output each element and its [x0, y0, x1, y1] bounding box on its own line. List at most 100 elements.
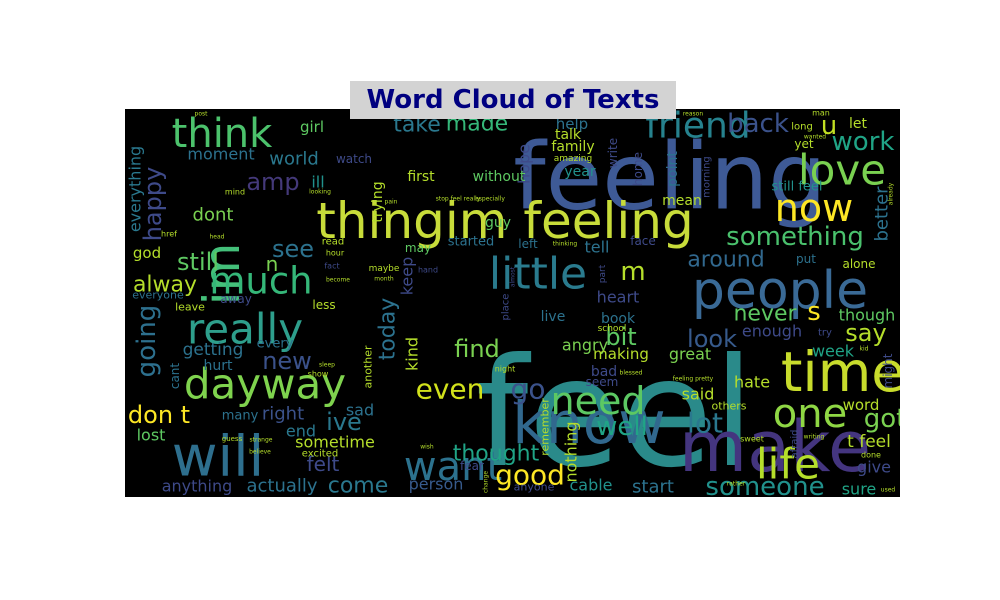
word-said: said: [682, 385, 715, 404]
word-know: know: [512, 389, 665, 457]
word-yet: yet: [794, 137, 813, 151]
word-first: first: [407, 169, 435, 185]
word-never: never: [733, 302, 797, 327]
word-felt: felt: [307, 452, 340, 476]
word-sad: sad: [346, 401, 374, 420]
word-today: today: [376, 298, 401, 361]
word-will: will: [172, 425, 264, 490]
word-life: life: [756, 440, 820, 489]
word-im: im: [193, 243, 251, 306]
word-let: let: [849, 116, 868, 132]
word-love: love: [798, 146, 886, 195]
word-back: back: [727, 109, 789, 139]
word-show: show: [308, 370, 329, 379]
word-keep: keep: [398, 257, 417, 296]
word-stop-feel-really: stop feel really: [436, 196, 481, 203]
word-want: want: [404, 444, 502, 490]
word-hope: hope: [515, 144, 534, 184]
word-ive: ive: [326, 408, 362, 436]
word-face: face: [630, 234, 656, 248]
word-especially: especially: [475, 196, 505, 203]
word-even: even: [416, 373, 485, 406]
word-part: part: [598, 264, 608, 283]
word-anything: anything: [162, 477, 233, 496]
word-sure: sure: [842, 480, 877, 498]
word-others: others: [711, 400, 746, 413]
word-girl: girl: [300, 118, 324, 136]
word-m: m: [620, 257, 645, 287]
word-fact: fact: [324, 262, 339, 271]
word-family: family: [551, 139, 594, 155]
word-try: try: [818, 328, 832, 339]
word-amp: amp: [246, 168, 299, 196]
word-month: month: [374, 276, 394, 283]
word-many: many: [222, 409, 259, 424]
word-one: one: [773, 391, 847, 437]
word-seem: seem: [586, 375, 619, 389]
word-alway: alway: [133, 273, 197, 298]
word-actually: actually: [246, 476, 317, 497]
word-cloud-panel: feel feeling make im know time will thingim fee…: [125, 109, 900, 497]
word-making: making: [593, 345, 649, 363]
word-better: better: [872, 186, 893, 242]
word-everyone: everyone: [132, 289, 184, 302]
word-place: place: [501, 294, 512, 321]
word-cloud: feel feeling make im know time will thingim fee…: [126, 109, 901, 498]
word-left: left: [518, 237, 538, 251]
word-excited: excited: [302, 449, 338, 460]
word-man: man: [812, 109, 830, 118]
word-enough: enough: [742, 322, 802, 341]
word-without: without: [473, 169, 526, 185]
word-find: find: [454, 335, 500, 363]
word-tell: tell: [584, 238, 609, 257]
word-long: long: [791, 122, 813, 133]
word-god: god: [133, 244, 161, 262]
word-go: go: [511, 373, 546, 406]
word-hurt: hurt: [204, 358, 234, 374]
word-lot: lot: [687, 407, 723, 440]
word-home: home: [631, 152, 645, 186]
word-getting: getting: [183, 340, 244, 360]
word-become: become: [326, 277, 350, 284]
word-make: make: [679, 406, 871, 488]
word-kid: kid: [860, 346, 869, 353]
word-going: going: [132, 305, 162, 378]
word-almost: almost: [510, 266, 517, 287]
word-sweet: sweet: [740, 435, 764, 444]
word-much: much: [209, 260, 312, 303]
word-people: people: [692, 261, 868, 321]
word-really: really: [187, 305, 303, 354]
word-reason: reason: [683, 111, 704, 118]
word-bad: bad: [591, 364, 617, 380]
word-fear: fear: [460, 459, 484, 473]
word-something: something: [726, 222, 864, 252]
word-afraid: afraid: [790, 429, 801, 458]
word-hand: hand: [418, 266, 438, 275]
word-person: person: [409, 475, 464, 494]
word-alone: alone: [842, 257, 875, 271]
word-right: right: [262, 404, 304, 425]
word-strange: strange: [250, 437, 273, 444]
word-say: say: [845, 319, 886, 347]
word-feeling: feeling: [513, 124, 826, 231]
word-read: read: [322, 237, 345, 248]
word-lost: lost: [137, 426, 166, 445]
word-head: head: [210, 234, 225, 241]
word-work: work: [832, 127, 895, 157]
word-little: little: [489, 249, 587, 300]
word-dayway: dayway: [184, 360, 346, 409]
word-href: href: [161, 230, 177, 239]
word-bit: bit: [605, 323, 636, 351]
word-give: give: [857, 458, 891, 477]
word-change: change: [483, 471, 490, 493]
word-week: week: [812, 342, 855, 361]
word-remember: remember: [539, 398, 552, 456]
word-write: write: [606, 138, 620, 168]
word-writing: writing: [804, 434, 825, 441]
word-sometime: sometime: [295, 433, 375, 452]
word-see: see: [272, 235, 314, 263]
word-night: night: [495, 365, 516, 374]
word-blessed: blessed: [620, 370, 643, 377]
word-less: less: [312, 298, 335, 312]
word-done: done: [861, 451, 881, 460]
